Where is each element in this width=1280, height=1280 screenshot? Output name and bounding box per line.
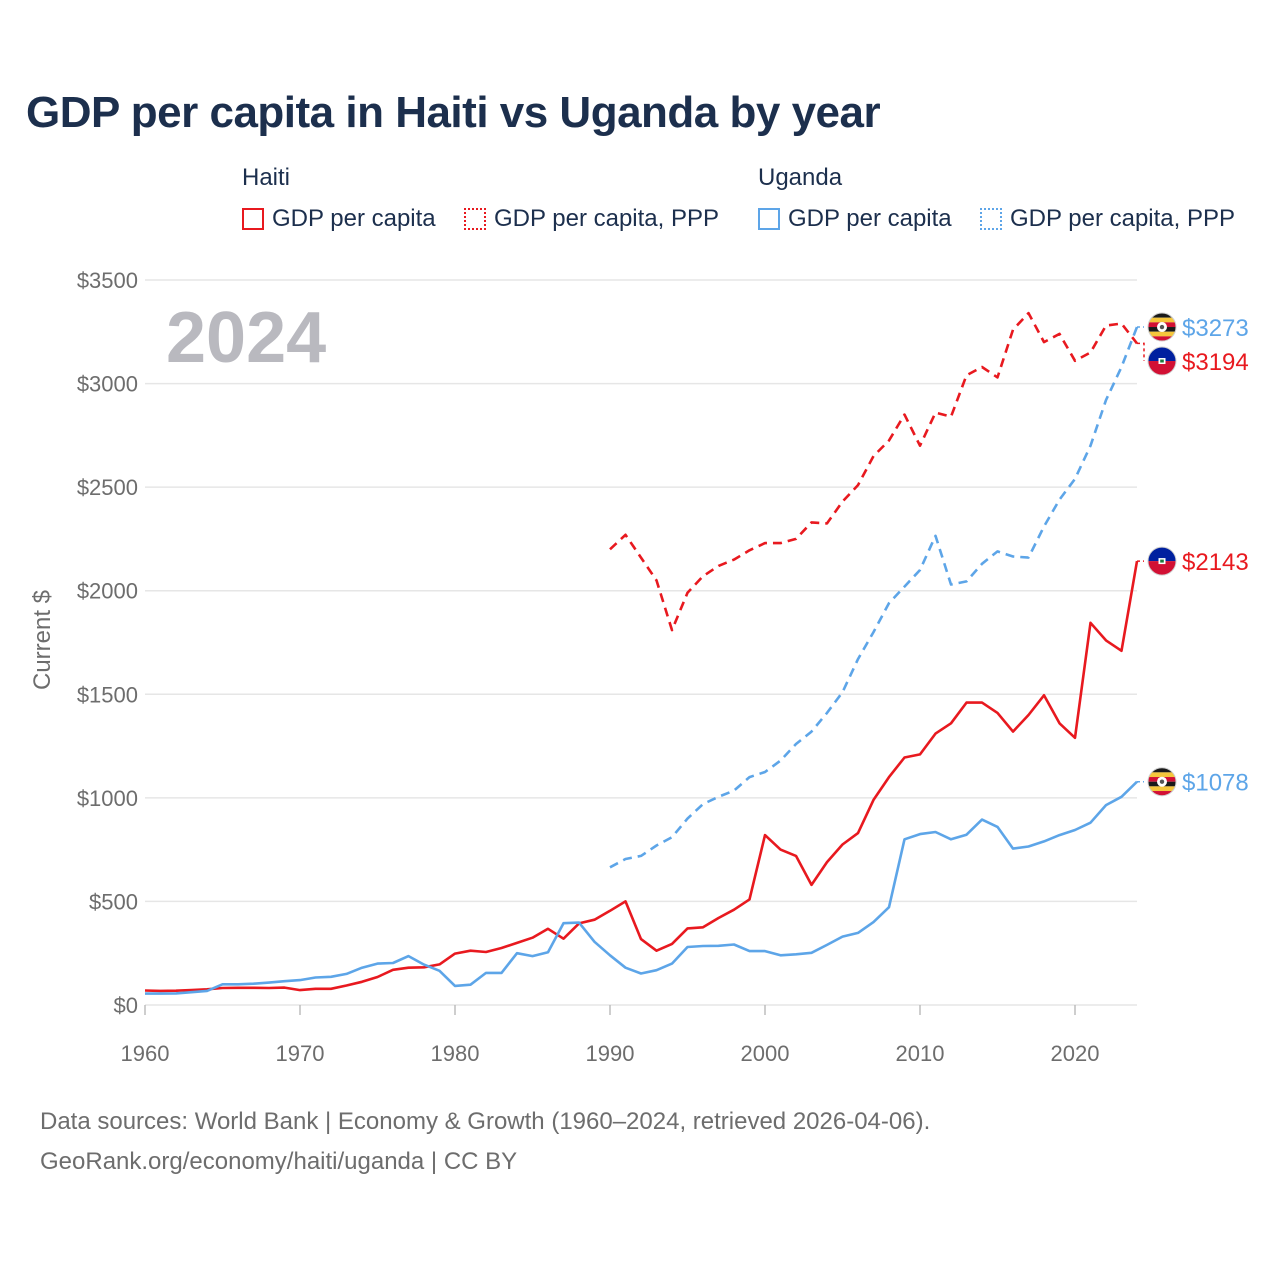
y-tick-label: $2000	[77, 579, 138, 604]
footer-attribution[interactable]: GeoRank.org/economy/haiti/uganda | CC BY	[40, 1148, 518, 1175]
y-tick-label: $0	[114, 993, 138, 1018]
y-tick-label: $3000	[77, 372, 138, 397]
legend-swatch-dotted-blue	[980, 208, 1002, 230]
footer-sources: Data sources: World Bank | Economy & Gro…	[40, 1108, 931, 1135]
legend-swatch-solid-red	[242, 208, 264, 230]
end-markers: $3273 $3194 $2143 $1078	[1137, 313, 1249, 797]
haiti-flag-icon	[1148, 547, 1176, 575]
series-line-uganda-dashed	[609, 326, 1139, 869]
end-value-label: $3273	[1182, 315, 1249, 342]
x-tick-label: 1960	[121, 1041, 170, 1066]
legend-swatch-solid-blue	[758, 208, 780, 230]
y-tick-label: $2500	[77, 475, 138, 500]
haiti-flag-icon	[1148, 347, 1176, 375]
series-line-uganda-solid	[145, 780, 1138, 995]
end-value-label: $1078	[1182, 770, 1249, 797]
legend-label: GDP per capita	[272, 205, 436, 232]
end-connector	[1137, 342, 1145, 361]
series-line-haiti-solid	[144, 560, 1139, 993]
end-value-label: $2143	[1182, 549, 1249, 576]
x-tick-label: 1980	[431, 1041, 480, 1066]
legend-group-haiti: Haiti	[242, 164, 291, 191]
x-tick-label: 1990	[586, 1041, 635, 1066]
x-tick-label: 2010	[896, 1041, 945, 1066]
series-line-haiti-dashed	[609, 311, 1139, 632]
end-value-label: $3194	[1182, 349, 1249, 376]
y-axis-label: Current $	[29, 590, 56, 690]
legend-item-uganda-ppp[interactable]: GDP per capita, PPP	[980, 205, 1235, 233]
legend-label: GDP per capita	[788, 205, 952, 232]
legend-swatch-dotted-red	[464, 208, 486, 230]
current-year-label: 2024	[166, 298, 326, 378]
y-tick-label: $500	[89, 889, 138, 914]
grid-lines	[145, 279, 1137, 1006]
uganda-flag-icon	[1148, 313, 1176, 341]
legend-item-haiti-ppp[interactable]: GDP per capita, PPP	[464, 205, 719, 233]
x-tick-label: 2000	[741, 1041, 790, 1066]
legend-label: GDP per capita, PPP	[494, 205, 719, 232]
x-axis: 1960 1970 1980 1990 2000 2010 2020	[121, 1005, 1100, 1066]
legend-label: GDP per capita, PPP	[1010, 205, 1235, 232]
series-lines	[144, 311, 1139, 995]
legend-group-uganda: Uganda	[758, 164, 843, 191]
y-tick-label: $3500	[77, 268, 138, 293]
y-tick-label: $1500	[77, 682, 138, 707]
y-axis: $0 $500 $1000 $1500 $2000 $2500 $3000 $3500	[77, 268, 138, 1018]
uganda-flag-icon	[1148, 768, 1176, 796]
legend-item-uganda-gdp[interactable]: GDP per capita	[758, 205, 952, 233]
y-tick-label: $1000	[77, 786, 138, 811]
chart-title: GDP per capita in Haiti vs Uganda by yea…	[26, 88, 881, 137]
x-tick-label: 1970	[276, 1041, 325, 1066]
legend-item-haiti-gdp[interactable]: GDP per capita	[242, 205, 436, 233]
x-tick-label: 2020	[1051, 1041, 1100, 1066]
